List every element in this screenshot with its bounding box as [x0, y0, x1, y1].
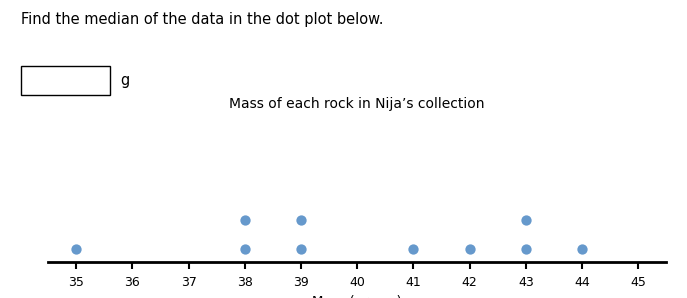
- Point: [239, 246, 250, 251]
- Text: Find the median of the data in the dot plot below.: Find the median of the data in the dot p…: [21, 12, 383, 27]
- Point: [239, 217, 250, 222]
- Title: Mass of each rock in Nija’s collection: Mass of each rock in Nija’s collection: [229, 97, 485, 111]
- Point: [520, 246, 531, 251]
- Point: [295, 246, 306, 251]
- Point: [520, 217, 531, 222]
- Point: [576, 246, 587, 251]
- Point: [408, 246, 419, 251]
- Point: [464, 246, 475, 251]
- Text: g: g: [120, 73, 129, 88]
- Point: [295, 217, 306, 222]
- X-axis label: Mass (grams): Mass (grams): [313, 295, 402, 298]
- Point: [71, 246, 82, 251]
